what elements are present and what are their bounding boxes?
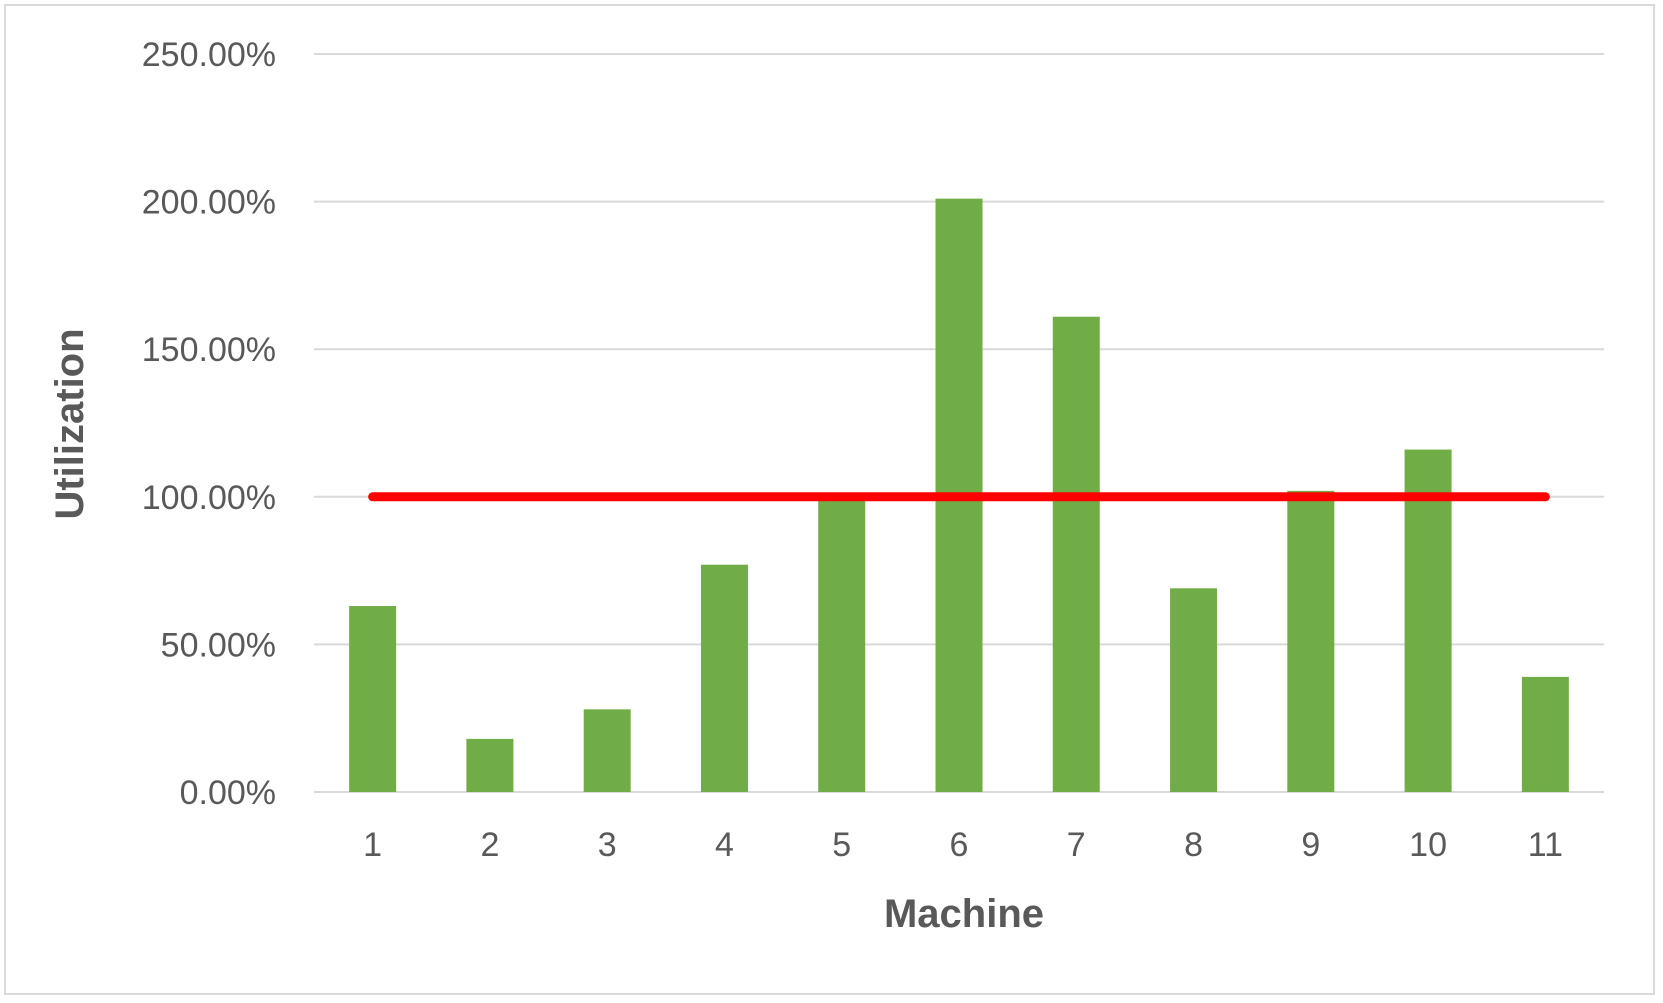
x-tick-label: 11: [1528, 826, 1563, 864]
bar-machine-7: [1052, 316, 1100, 792]
bar-machine-8: [1170, 588, 1218, 792]
bar-machine-4: [700, 564, 748, 792]
x-tick-label: 9: [1301, 826, 1320, 864]
x-tick-label: 5: [832, 826, 851, 864]
y-axis-title: Utilization: [48, 328, 92, 519]
bar-machine-9: [1287, 490, 1335, 792]
x-tick-label: 7: [1067, 826, 1086, 864]
x-tick-label: 3: [598, 826, 617, 864]
y-tick-label: 250.00%: [142, 36, 276, 74]
x-axis-tick-labels: 1 2 3 4 5 6 7 8 9 10 11: [363, 826, 1563, 864]
x-tick-label: 4: [715, 826, 734, 864]
x-tick-label: 6: [950, 826, 969, 864]
bar-machine-5: [818, 499, 866, 792]
bar-machine-3: [583, 709, 631, 792]
y-axis-tick-labels: 0.00% 50.00% 100.00% 150.00% 200.00% 250.00%: [142, 36, 276, 812]
bar-machine-1: [349, 606, 397, 792]
x-tick-label: 10: [1409, 826, 1447, 864]
y-tick-label: 50.00%: [161, 626, 276, 664]
bar-machine-2: [466, 738, 514, 792]
x-tick-label: 2: [480, 826, 499, 864]
bar-machine-10: [1404, 449, 1452, 792]
bar-machine-11: [1521, 676, 1569, 792]
y-tick-label: 200.00%: [142, 184, 276, 222]
y-tick-label: 100.00%: [142, 479, 276, 517]
x-axis-title: Machine: [884, 892, 1044, 936]
y-tick-label: 0.00%: [180, 774, 276, 812]
y-tick-label: 150.00%: [142, 331, 276, 369]
x-tick-label: 1: [363, 826, 382, 864]
x-tick-label: 8: [1184, 826, 1203, 864]
bars: [349, 198, 1569, 792]
